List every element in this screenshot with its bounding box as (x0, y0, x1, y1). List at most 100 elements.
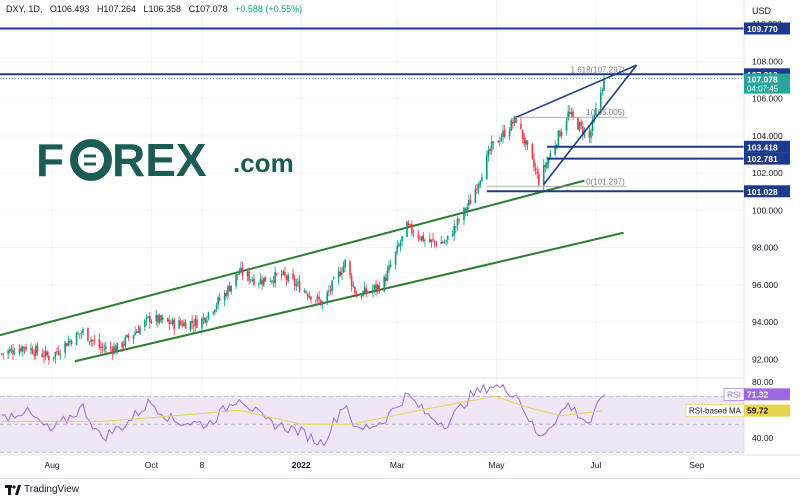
candle-body (135, 331, 138, 334)
candle-body (77, 333, 79, 335)
candle-body (601, 89, 604, 92)
candle-body (341, 272, 343, 275)
candle-body (466, 206, 469, 211)
candle-body (33, 354, 35, 356)
rsi-value-tag (744, 388, 790, 401)
wedge-line-1 (543, 64, 638, 185)
candle-body (386, 270, 389, 281)
rsi-ma-value-text: 59.72 (747, 406, 769, 416)
candle-body (298, 281, 301, 292)
candle-body (272, 280, 275, 283)
candle-body (398, 245, 400, 247)
candle-body (396, 245, 399, 253)
logo-letter-f: F (36, 134, 64, 186)
candle-body (150, 321, 153, 323)
candle-body (139, 326, 141, 334)
candle-body (56, 351, 58, 353)
candle-body (526, 140, 529, 145)
candle-body (70, 340, 73, 345)
candle-body (101, 346, 104, 348)
candle-body (399, 242, 402, 246)
candle-body (479, 180, 482, 185)
candle-body (580, 121, 582, 126)
level-tag-text: 103.418 (747, 142, 778, 152)
candle-body (264, 276, 267, 282)
tradingview-icon (5, 484, 21, 495)
y-tick-label: 94.000 (752, 317, 778, 327)
candle-body (194, 318, 197, 326)
candle-body (344, 259, 346, 267)
x-tick-label: Sep (689, 460, 704, 470)
candle-body (201, 318, 203, 329)
candle-body (420, 236, 423, 241)
candle-body (394, 251, 397, 265)
candle-body (508, 130, 511, 137)
candle-body (192, 324, 195, 327)
candle-body (116, 343, 119, 352)
candle-body (57, 351, 60, 355)
candle-body (310, 296, 312, 300)
candle-body (567, 111, 569, 120)
candle-body (375, 283, 377, 291)
candle-body (67, 341, 70, 346)
candle-body (10, 348, 13, 351)
candle-body (582, 126, 584, 135)
candle-body (365, 288, 368, 293)
candle-body (160, 315, 162, 321)
change-value: +0.588 (+0.55%) (235, 4, 303, 14)
candle-body (442, 241, 444, 243)
candle-body (41, 353, 44, 357)
candle-body (590, 131, 592, 139)
candle-body (497, 140, 499, 143)
candle-body (538, 173, 540, 185)
tradingview-logo[interactable]: TradingView (5, 484, 79, 495)
candle-body (515, 116, 517, 124)
fib-label: 1.618(107.297) (571, 66, 626, 75)
candle-body (285, 276, 288, 280)
candle-body (349, 261, 351, 276)
candle-body (43, 355, 45, 358)
candle-body (271, 280, 273, 282)
candle-body (451, 235, 454, 237)
candle-body (603, 78, 605, 91)
candle-body (132, 335, 135, 340)
chart-canvas[interactable]: F REX .com 1.618(107.297) 1(105.005) 0(101.29… (0, 0, 800, 478)
current-price-tag (744, 73, 790, 94)
candle-body (352, 285, 355, 287)
candle-body (388, 265, 390, 271)
level-tag-text: 109.770 (747, 24, 778, 34)
y-tick-label: 100.000 (752, 205, 783, 215)
rsi-ma-line (1, 395, 603, 425)
candle-body (445, 240, 447, 242)
candle-body (490, 141, 493, 152)
rsi-value-text: 71.32 (747, 389, 769, 399)
candle-body (218, 297, 221, 301)
candle-body (171, 319, 174, 325)
candle-body (238, 272, 241, 275)
candle-body (362, 291, 364, 296)
candle-body (401, 236, 403, 242)
candle-body (463, 207, 465, 221)
y-tick-label: 104.000 (752, 131, 783, 141)
candle-body (354, 286, 356, 294)
candle-body (554, 145, 556, 155)
candle-body (339, 271, 342, 276)
logo-letters-rex: REX (112, 134, 207, 186)
rsi-ma-name-label: RSI-based MA (689, 407, 742, 416)
candle-body (2, 353, 5, 355)
symbol-label[interactable]: DXY, 1D, (6, 4, 43, 14)
candle-body (363, 287, 366, 293)
candle-body (191, 321, 193, 324)
candle-body (293, 278, 296, 286)
candle-body (18, 348, 21, 354)
candle-body (481, 177, 483, 182)
candle-body (468, 199, 470, 206)
candle-body (385, 277, 387, 282)
candle-body (189, 321, 192, 330)
candle-body (246, 271, 249, 277)
candle-body (411, 224, 413, 233)
candle-body (223, 292, 226, 301)
x-tick-label: 8 (200, 460, 205, 470)
candle-body (91, 339, 94, 341)
rsi-tick-label: 40.00 (752, 433, 774, 443)
